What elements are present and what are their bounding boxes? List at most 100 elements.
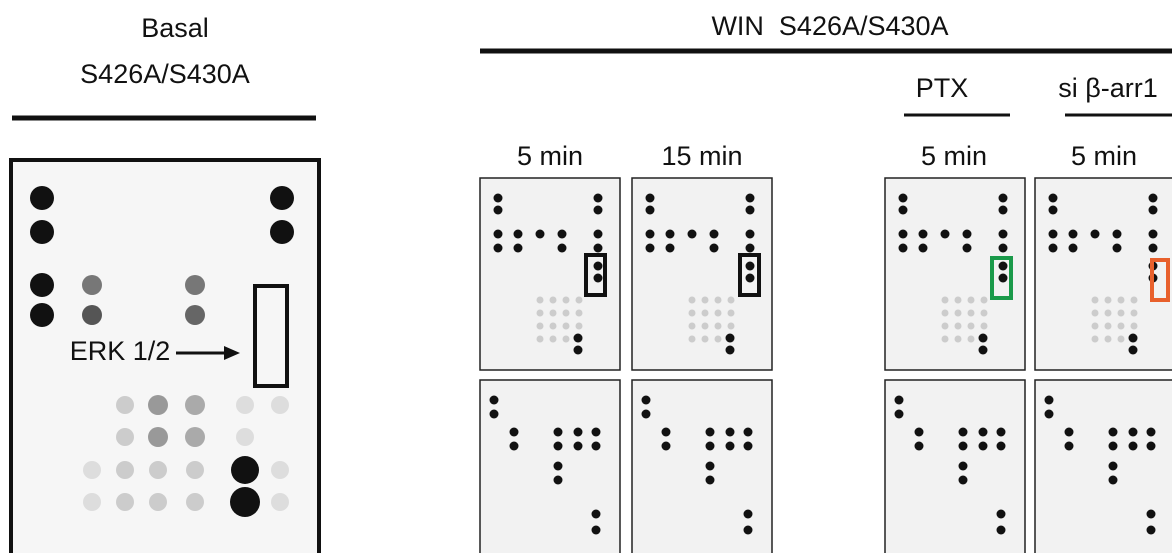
dot <box>554 476 563 485</box>
dot <box>942 297 949 304</box>
dot <box>1069 230 1078 239</box>
dot <box>1092 323 1099 330</box>
dot <box>1069 244 1078 253</box>
panel-label: 15 min <box>661 141 742 171</box>
dot <box>30 303 54 327</box>
dot <box>646 244 655 253</box>
dot <box>959 442 968 451</box>
dot <box>537 297 544 304</box>
dot <box>563 336 570 343</box>
dot <box>550 323 557 330</box>
dot <box>1118 336 1125 343</box>
dot <box>148 395 168 415</box>
dot <box>1092 310 1099 317</box>
left-title: Basal <box>141 13 209 43</box>
dot <box>746 206 755 215</box>
dot <box>706 476 715 485</box>
dot <box>715 336 722 343</box>
dot <box>746 244 755 253</box>
blots <box>480 178 1172 553</box>
dot <box>116 396 134 414</box>
dot <box>999 262 1008 271</box>
dot <box>270 220 294 244</box>
dot <box>689 323 696 330</box>
dot <box>646 206 655 215</box>
dot <box>592 442 601 451</box>
dot <box>186 461 204 479</box>
dot <box>646 230 655 239</box>
dot <box>1149 230 1158 239</box>
dot <box>271 493 289 511</box>
dot <box>1065 442 1074 451</box>
dot <box>997 526 1006 535</box>
dot <box>236 428 254 446</box>
dot <box>688 230 697 239</box>
dot <box>979 428 988 437</box>
dot <box>706 428 715 437</box>
dot <box>726 442 735 451</box>
dot <box>997 442 1006 451</box>
dot <box>955 310 962 317</box>
dot <box>915 442 924 451</box>
dot <box>554 462 563 471</box>
dot <box>510 442 519 451</box>
dot <box>116 428 134 446</box>
dot <box>710 244 719 253</box>
dot <box>1109 476 1118 485</box>
dot <box>1131 323 1138 330</box>
dot <box>744 428 753 437</box>
dot <box>554 442 563 451</box>
dot <box>185 427 205 447</box>
dot <box>1149 244 1158 253</box>
dot <box>83 493 101 511</box>
dot <box>899 206 908 215</box>
dot <box>706 442 715 451</box>
dot <box>537 323 544 330</box>
dot <box>185 305 205 325</box>
dot <box>715 297 722 304</box>
dot <box>270 186 294 210</box>
dot <box>963 230 972 239</box>
dot <box>185 395 205 415</box>
panel-label: 5 min <box>517 141 583 171</box>
dot <box>1049 194 1058 203</box>
dot <box>1118 310 1125 317</box>
dot <box>979 442 988 451</box>
dot <box>955 323 962 330</box>
dot <box>82 275 102 295</box>
dot <box>1129 428 1138 437</box>
dot <box>942 336 949 343</box>
dot <box>1049 206 1058 215</box>
dot <box>550 336 557 343</box>
right-title: WIN S426A/S430A <box>711 11 948 41</box>
dot <box>942 323 949 330</box>
dot <box>558 244 567 253</box>
group-label: si β-arr1 <box>1058 73 1158 103</box>
dot <box>230 487 260 517</box>
dot <box>574 346 583 355</box>
dot <box>592 526 601 535</box>
dot <box>592 510 601 519</box>
dot <box>999 244 1008 253</box>
dot <box>537 336 544 343</box>
dot <box>30 186 54 210</box>
dot <box>594 194 603 203</box>
dot <box>1113 230 1122 239</box>
dot <box>1092 297 1099 304</box>
dot <box>968 336 975 343</box>
dot <box>662 442 671 451</box>
group-label: PTX <box>916 73 969 103</box>
dot <box>744 442 753 451</box>
dot <box>185 275 205 295</box>
dot <box>728 310 735 317</box>
dot <box>746 274 755 283</box>
dot <box>536 230 545 239</box>
dot <box>494 206 503 215</box>
dot <box>646 194 655 203</box>
dot <box>963 244 972 253</box>
dot <box>271 396 289 414</box>
dot <box>1118 323 1125 330</box>
panel-label: 5 min <box>1071 141 1137 171</box>
dot <box>981 297 988 304</box>
dot <box>662 428 671 437</box>
